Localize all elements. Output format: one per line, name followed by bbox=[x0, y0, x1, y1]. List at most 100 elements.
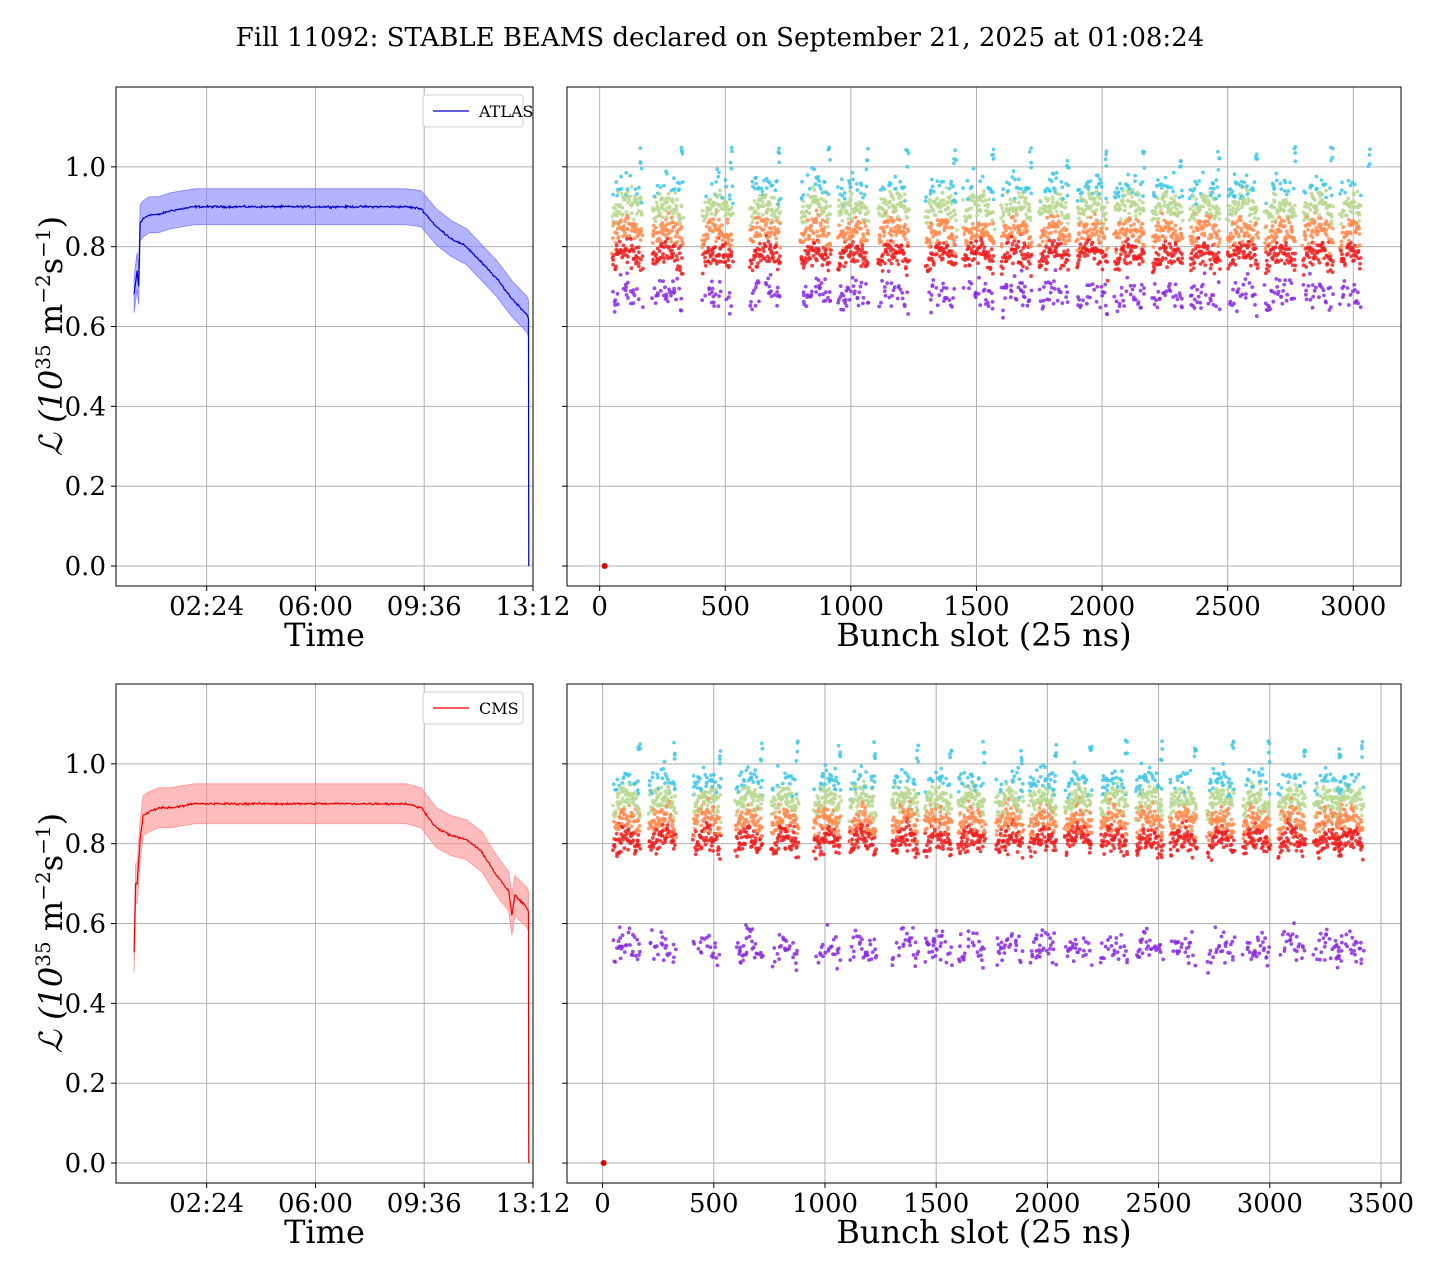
bunch-point bbox=[1134, 245, 1138, 249]
bunch-point bbox=[1209, 298, 1213, 303]
bunch-point bbox=[734, 945, 739, 949]
bunch-point bbox=[695, 840, 700, 844]
bunch-point bbox=[904, 214, 909, 219]
bunch-point bbox=[665, 171, 669, 176]
bunch-point bbox=[739, 835, 744, 840]
bunch-point bbox=[636, 791, 641, 796]
bunch-point bbox=[1065, 300, 1070, 304]
bunch-point bbox=[1196, 226, 1201, 231]
bunch-point bbox=[1090, 240, 1095, 245]
bunch-point bbox=[1014, 297, 1019, 302]
bunch-point bbox=[848, 289, 853, 294]
bunch-point bbox=[1290, 230, 1294, 234]
bunch-point bbox=[969, 231, 974, 236]
bunch-point bbox=[703, 829, 707, 834]
bunch-point bbox=[883, 285, 887, 289]
bunch-point bbox=[1029, 240, 1034, 245]
bunch-point bbox=[861, 295, 866, 300]
bunch-point bbox=[701, 765, 706, 770]
bunch-point bbox=[854, 278, 858, 283]
bunch-point bbox=[1208, 266, 1213, 271]
bunch-point bbox=[883, 293, 888, 298]
bunch-point bbox=[662, 260, 666, 264]
bunch-point bbox=[1075, 199, 1080, 203]
bunch-point bbox=[1180, 296, 1184, 301]
uncertainty-band bbox=[133, 783, 530, 1164]
legend-label: CMS bbox=[479, 699, 519, 718]
bunch-point bbox=[848, 198, 853, 203]
bunch-point bbox=[928, 192, 933, 196]
bunch-point bbox=[976, 228, 980, 233]
bunch-point bbox=[847, 189, 852, 194]
bunch-point bbox=[979, 236, 984, 241]
bunch-point bbox=[953, 251, 957, 256]
bunch-point bbox=[1188, 207, 1193, 212]
bunch-point bbox=[1228, 231, 1233, 236]
bunch-point bbox=[664, 292, 669, 297]
bunch-point bbox=[1325, 263, 1329, 267]
bunch-point bbox=[1062, 238, 1067, 243]
bunch-point bbox=[1119, 293, 1124, 297]
bunch-point bbox=[671, 942, 676, 947]
bunch-point bbox=[1247, 233, 1252, 238]
bunch-point bbox=[1251, 188, 1256, 193]
bunch-point bbox=[1170, 235, 1175, 240]
bunch-point bbox=[864, 167, 869, 172]
bunch-point bbox=[1140, 180, 1145, 184]
bunch-point bbox=[622, 230, 627, 235]
bunch-point bbox=[1235, 309, 1239, 314]
bunch-point bbox=[625, 797, 630, 801]
bunch-point bbox=[679, 145, 684, 150]
bunch-point bbox=[1008, 197, 1013, 202]
bunch-point bbox=[1081, 298, 1085, 303]
bunch-point bbox=[1020, 281, 1025, 285]
bunch-point bbox=[1355, 189, 1360, 194]
bunch-point bbox=[925, 220, 930, 225]
bunch-point bbox=[877, 304, 882, 309]
bunch-point bbox=[670, 220, 675, 225]
bunch-point bbox=[1096, 201, 1101, 206]
bunch-point bbox=[1128, 260, 1133, 265]
bunch-point bbox=[953, 191, 958, 196]
bunch-point bbox=[853, 289, 857, 294]
bunch-point bbox=[1040, 239, 1045, 244]
bunch-point bbox=[818, 234, 823, 238]
bunch-point bbox=[680, 149, 684, 154]
bunch-point bbox=[751, 780, 756, 784]
bunch-point bbox=[622, 807, 627, 812]
bunch-point bbox=[1248, 219, 1253, 224]
bunch-point bbox=[762, 249, 766, 254]
bunch-point bbox=[659, 807, 664, 812]
bunch-point bbox=[1339, 188, 1344, 193]
bunch-point bbox=[1163, 293, 1168, 298]
bunch-point bbox=[1196, 236, 1201, 240]
bunch-point bbox=[1199, 290, 1204, 295]
bunch-point bbox=[711, 849, 715, 853]
bunch-point bbox=[753, 839, 758, 844]
bunch-point bbox=[855, 259, 860, 263]
bunch-point bbox=[1202, 241, 1207, 246]
bunch-point bbox=[693, 829, 698, 834]
bunch-point bbox=[1089, 204, 1093, 209]
bunch-point bbox=[1065, 248, 1070, 253]
bunch-point bbox=[1324, 195, 1328, 200]
bunch-point bbox=[773, 259, 778, 264]
bunch-point bbox=[619, 849, 623, 854]
bunch-point bbox=[750, 268, 755, 273]
bunch-point bbox=[1133, 214, 1138, 218]
bunch-point bbox=[1306, 242, 1311, 246]
bunch-point bbox=[720, 195, 725, 200]
bunch-point bbox=[990, 300, 995, 304]
bunch-point bbox=[741, 944, 746, 948]
bunch-point bbox=[664, 774, 669, 779]
bunch-point bbox=[776, 150, 781, 155]
bunch-point bbox=[1094, 208, 1099, 213]
bunch-point bbox=[656, 775, 660, 780]
bunch-point bbox=[1244, 173, 1249, 178]
bunch-point bbox=[827, 290, 832, 294]
bunch-point bbox=[650, 836, 655, 840]
bunch-point bbox=[1310, 183, 1314, 188]
bunch-point bbox=[777, 146, 781, 151]
bunch-point bbox=[733, 848, 738, 853]
bunch-point bbox=[999, 244, 1004, 249]
